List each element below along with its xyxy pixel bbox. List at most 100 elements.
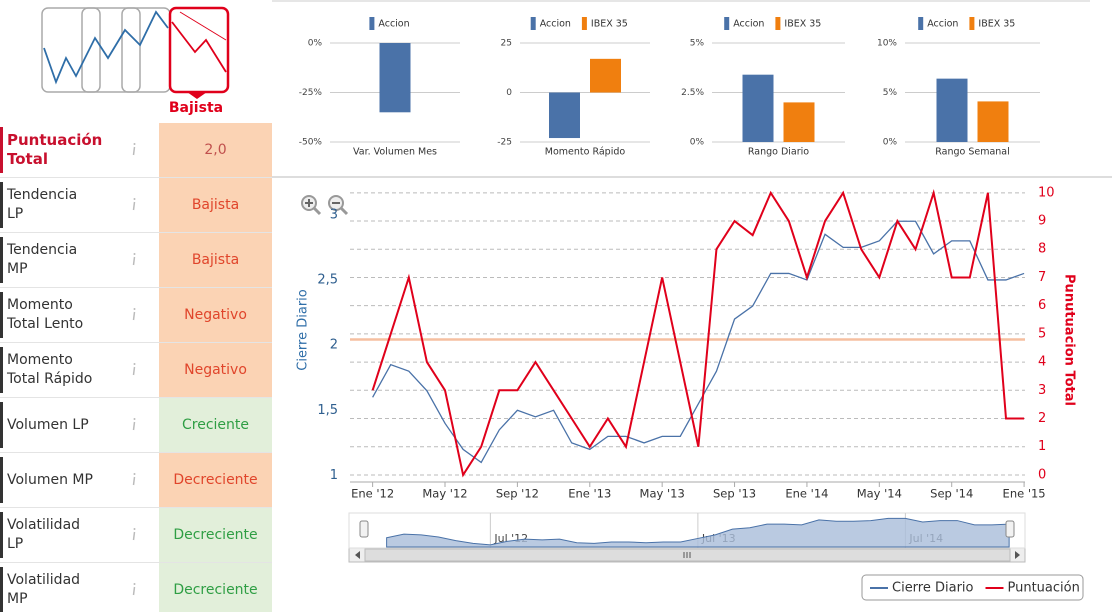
navigator-area bbox=[386, 517, 1010, 548]
legend-label: IBEX 35 bbox=[784, 19, 821, 30]
indicator-row: Momento Total Rápido Negativo bbox=[0, 343, 272, 398]
x-tick-label: Sep '12 bbox=[496, 487, 539, 501]
x-tick-label: Var. Volumen Mes bbox=[353, 147, 437, 158]
row-marker bbox=[0, 457, 3, 503]
legend-swatch bbox=[581, 17, 587, 30]
row-marker bbox=[0, 347, 3, 393]
scrollbar[interactable] bbox=[348, 547, 1026, 563]
indicator-value: Bajista bbox=[159, 178, 272, 232]
y-tick-label: 2,5 bbox=[317, 272, 338, 287]
indicator-name: Volatilidad MP bbox=[7, 572, 81, 607]
y-tick-label: 0% bbox=[690, 138, 705, 148]
indicator-value: Creciente bbox=[159, 398, 272, 452]
legend-label: Accion bbox=[378, 19, 409, 30]
bar bbox=[549, 92, 580, 139]
info-icon[interactable] bbox=[130, 361, 138, 377]
indicator-value: Decreciente bbox=[159, 453, 272, 507]
series-line bbox=[371, 188, 1025, 478]
row-marker bbox=[0, 567, 3, 612]
y-axis-title: Cierre Diario bbox=[296, 289, 311, 371]
indicator-row: Momento Total Lento Negativo bbox=[0, 288, 272, 343]
indicator-value: Bajista bbox=[159, 233, 272, 287]
bar bbox=[977, 101, 1009, 142]
legend-swatch bbox=[530, 17, 536, 30]
x-tick-label: Rango Semanal bbox=[935, 147, 1010, 158]
indicator-name: Momento Total Rápido bbox=[7, 352, 93, 387]
navigator-handle[interactable] bbox=[359, 520, 369, 538]
info-icon[interactable] bbox=[130, 141, 138, 157]
icon-line bbox=[179, 11, 227, 41]
y2-tick-label: 0 bbox=[1038, 467, 1046, 482]
info-icon[interactable] bbox=[130, 526, 138, 542]
y2-axis-title: Punutuacion Total bbox=[1062, 274, 1077, 406]
y-tick-label: -50% bbox=[299, 138, 323, 148]
info-icon[interactable] bbox=[130, 471, 138, 487]
x-tick-label: Rango Diario bbox=[748, 147, 809, 158]
info-icon[interactable] bbox=[130, 306, 138, 322]
scrollbar-thumb[interactable] bbox=[364, 548, 1011, 562]
legend-swatch bbox=[969, 17, 975, 30]
bar bbox=[783, 102, 815, 142]
info-icon[interactable] bbox=[130, 416, 138, 432]
indicator-row: Volatilidad MP Decreciente bbox=[0, 563, 272, 612]
y-tick-label: -25 bbox=[497, 138, 512, 148]
info-icon[interactable] bbox=[130, 196, 138, 212]
info-icon[interactable] bbox=[130, 251, 138, 267]
navigator-label: Jul '13 bbox=[701, 532, 736, 545]
x-tick-label: Ene '14 bbox=[785, 487, 828, 501]
scroll-left[interactable] bbox=[355, 551, 360, 559]
indicator-name: Volumen MP bbox=[7, 471, 93, 488]
indicator-name: Volumen LP bbox=[7, 416, 89, 433]
y2-tick-label: 2 bbox=[1038, 411, 1046, 426]
icon-panel-active bbox=[168, 6, 230, 94]
y2-tick-label: 10 bbox=[1038, 185, 1055, 200]
legend-label: IBEX 35 bbox=[978, 19, 1015, 30]
bar bbox=[590, 58, 621, 93]
bar bbox=[936, 78, 968, 142]
y-tick-label: 3 bbox=[330, 207, 338, 222]
y-tick-label: 0% bbox=[308, 39, 323, 49]
navigator-handle[interactable] bbox=[1005, 520, 1015, 538]
legend-label: Accion bbox=[540, 19, 571, 30]
legend-label: Accion bbox=[927, 19, 958, 30]
indicator-value: Negativo bbox=[159, 288, 272, 342]
y2-tick-label: 7 bbox=[1038, 270, 1046, 285]
y2-tick-label: 1 bbox=[1038, 439, 1046, 454]
zoom-out[interactable] bbox=[328, 195, 349, 216]
legend-swatch bbox=[918, 17, 924, 30]
legend-label: IBEX 35 bbox=[591, 19, 628, 30]
icon-line bbox=[43, 10, 169, 85]
row-marker bbox=[0, 237, 3, 283]
legend-label[interactable]: Puntuación bbox=[1008, 581, 1080, 596]
row-marker bbox=[0, 512, 3, 558]
indicator-row: Puntuación Total 2,0 bbox=[0, 123, 272, 178]
series-line bbox=[372, 220, 1025, 464]
bar bbox=[742, 74, 774, 142]
y-tick-label: 1,5 bbox=[317, 403, 338, 418]
y2-tick-label: 5 bbox=[1038, 326, 1046, 341]
trend-label: Bajista bbox=[169, 100, 223, 116]
row-marker bbox=[0, 182, 3, 228]
indicator-name: Volatilidad LP bbox=[7, 517, 81, 552]
x-tick-label: May '13 bbox=[640, 487, 685, 501]
x-tick-label: Sep '14 bbox=[930, 487, 973, 501]
info-icon[interactable] bbox=[130, 581, 138, 597]
row-marker bbox=[0, 292, 3, 338]
y-tick-label: 0% bbox=[883, 138, 898, 148]
icon-pointer bbox=[187, 92, 207, 99]
icon-panel bbox=[81, 7, 141, 93]
scroll-right[interactable] bbox=[1015, 551, 1020, 559]
legend-label[interactable]: Cierre Diario bbox=[892, 581, 974, 596]
y-tick-label: -25% bbox=[299, 88, 323, 98]
indicator-row: Volumen MP Decreciente bbox=[0, 453, 272, 508]
zoom-in[interactable] bbox=[301, 195, 322, 216]
y-tick-label: 2 bbox=[330, 338, 338, 353]
legend-swatch bbox=[724, 17, 730, 30]
y-tick-label: 1 bbox=[330, 468, 338, 483]
indicator-row: Volatilidad LP Decreciente bbox=[0, 508, 272, 563]
y2-tick-label: 8 bbox=[1038, 242, 1046, 257]
y-tick-label: 25 bbox=[501, 39, 512, 49]
x-tick-label: Sep '13 bbox=[713, 487, 756, 501]
indicator-value: Decreciente bbox=[159, 563, 272, 612]
